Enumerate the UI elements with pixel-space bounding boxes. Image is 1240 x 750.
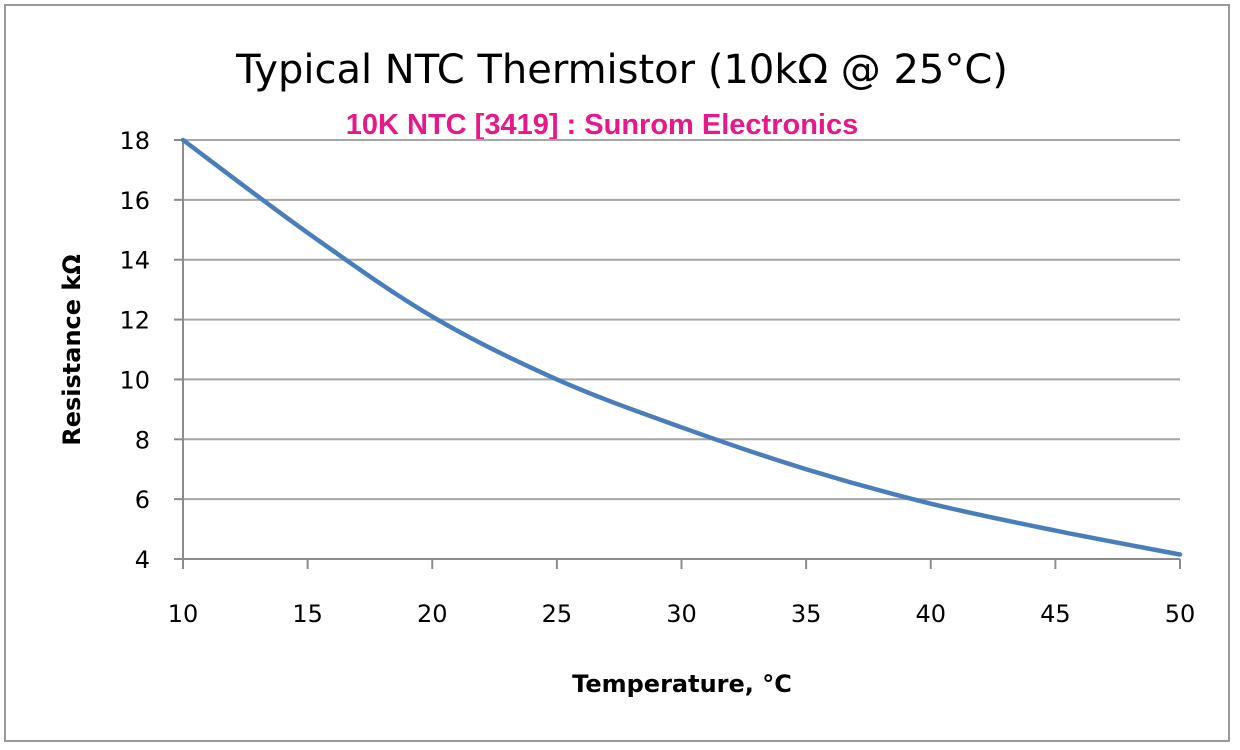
series-layer: [180, 137, 1183, 557]
x-tick-labels: 10 15 20 25 30 35 40 45 50: [168, 600, 1196, 628]
y-tick-labels: 4 6 8 10 12 14 16 18: [119, 127, 150, 574]
x-tick-label-30: 30: [666, 600, 697, 628]
y-tick-label-12: 12: [119, 307, 150, 335]
x-tick-label-40: 40: [915, 600, 946, 628]
y-tick-label-10: 10: [119, 366, 150, 394]
y-tick-label-4: 4: [135, 546, 150, 574]
y-tick-label-16: 16: [119, 187, 150, 215]
axes: [174, 139, 1181, 569]
y-tick-label-18: 18: [119, 127, 150, 155]
x-tick-label-10: 10: [168, 600, 199, 628]
y-tick-label-8: 8: [135, 426, 150, 454]
x-tick-label-35: 35: [791, 600, 822, 628]
x-tick-label-20: 20: [417, 600, 448, 628]
x-tick-label-25: 25: [542, 600, 573, 628]
chart-subtitle: 10K NTC [3419] : Sunrom Electronics: [346, 109, 858, 141]
series-line-0: [180, 137, 1183, 557]
x-tick-label-45: 45: [1040, 600, 1071, 628]
y-tick-label-6: 6: [135, 486, 150, 514]
chart-title: Typical NTC Thermistor (10kΩ @ 25°C): [235, 47, 1008, 93]
chart-frame: [4, 4, 1230, 742]
x-tick-label-15: 15: [292, 600, 323, 628]
gridlines: [183, 139, 1180, 501]
y-axis-label: Resistance kΩ: [58, 254, 86, 446]
x-tick-label-50: 50: [1165, 600, 1196, 628]
y-tick-label-14: 14: [119, 247, 150, 275]
x-axis-label: Temperature, °C: [572, 670, 792, 698]
